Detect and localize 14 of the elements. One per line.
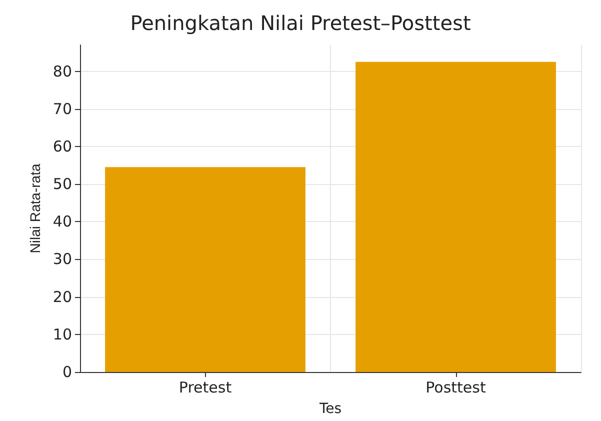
y-tick-label: 40 (52, 212, 72, 231)
x-tick-label: Pretest (178, 378, 232, 396)
y-tick-label: 0 (62, 363, 72, 381)
y-tick-label: 70 (52, 100, 72, 118)
y-tick-label: 60 (52, 137, 72, 156)
x-tick-label: Posttest (426, 378, 486, 396)
x-axis-title: Tes (318, 401, 342, 417)
y-tick-label: 80 (52, 62, 72, 80)
y-axis-title: Nilai Rata-rata (27, 164, 43, 254)
y-tick-label: 20 (52, 288, 72, 306)
y-tick-label: 30 (52, 250, 72, 268)
chart-title: Peningkatan Nilai Pretest–Posttest (130, 11, 471, 35)
y-tick-label: 50 (52, 175, 72, 194)
y-tick-label: 10 (52, 325, 72, 344)
